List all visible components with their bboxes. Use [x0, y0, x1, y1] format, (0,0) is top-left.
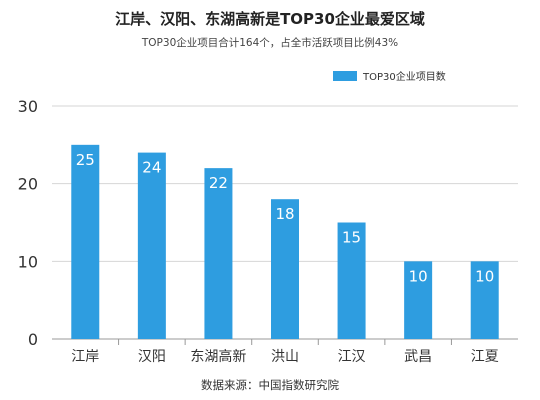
x-tick-label-1: 汉阳: [138, 349, 166, 365]
data-source: 数据来源：中国指数研究院: [201, 378, 339, 392]
bar-6: [470, 261, 499, 339]
bar-value-label-4: 15: [342, 229, 361, 247]
y-tick-label-30: 30: [18, 97, 38, 116]
legend-label: TOP30企业项目数: [363, 72, 446, 83]
y-tick-label-20: 20: [18, 175, 38, 194]
x-tick-label-4: 江汉: [338, 349, 366, 365]
chart-subtitle: TOP30企业项目合计164个，占全市活跃项目比例43%: [141, 37, 399, 49]
x-tick-label-0: 江岸: [71, 349, 99, 365]
bar-value-label-1: 24: [142, 159, 161, 177]
x-tick-label-3: 洪山: [271, 349, 299, 365]
bar-value-label-6: 10: [475, 267, 494, 285]
bar-0: [71, 144, 100, 339]
y-tick-label-10: 10: [18, 252, 38, 271]
chart-title: 江岸、汉阳、东湖高新是TOP30企业最爱区域: [115, 10, 425, 28]
chart-legend: TOP30企业项目数: [333, 68, 446, 83]
legend-swatch: [333, 70, 357, 81]
bar-2: [204, 168, 233, 339]
x-tick-label-5: 武昌: [404, 349, 432, 365]
bar-5: [404, 261, 433, 339]
x-tick-label-6: 江夏: [471, 349, 499, 365]
bar-value-label-3: 18: [275, 205, 294, 223]
y-tick-label-0: 0: [28, 330, 38, 349]
bar-1: [137, 152, 166, 339]
bar-3: [271, 199, 299, 339]
bar-value-label-0: 25: [76, 151, 95, 169]
bar-value-label-2: 22: [209, 174, 228, 192]
x-tick-label-2: 东湖高新: [190, 348, 246, 365]
bar-4: [337, 222, 366, 339]
bar-value-label-5: 10: [409, 267, 428, 285]
